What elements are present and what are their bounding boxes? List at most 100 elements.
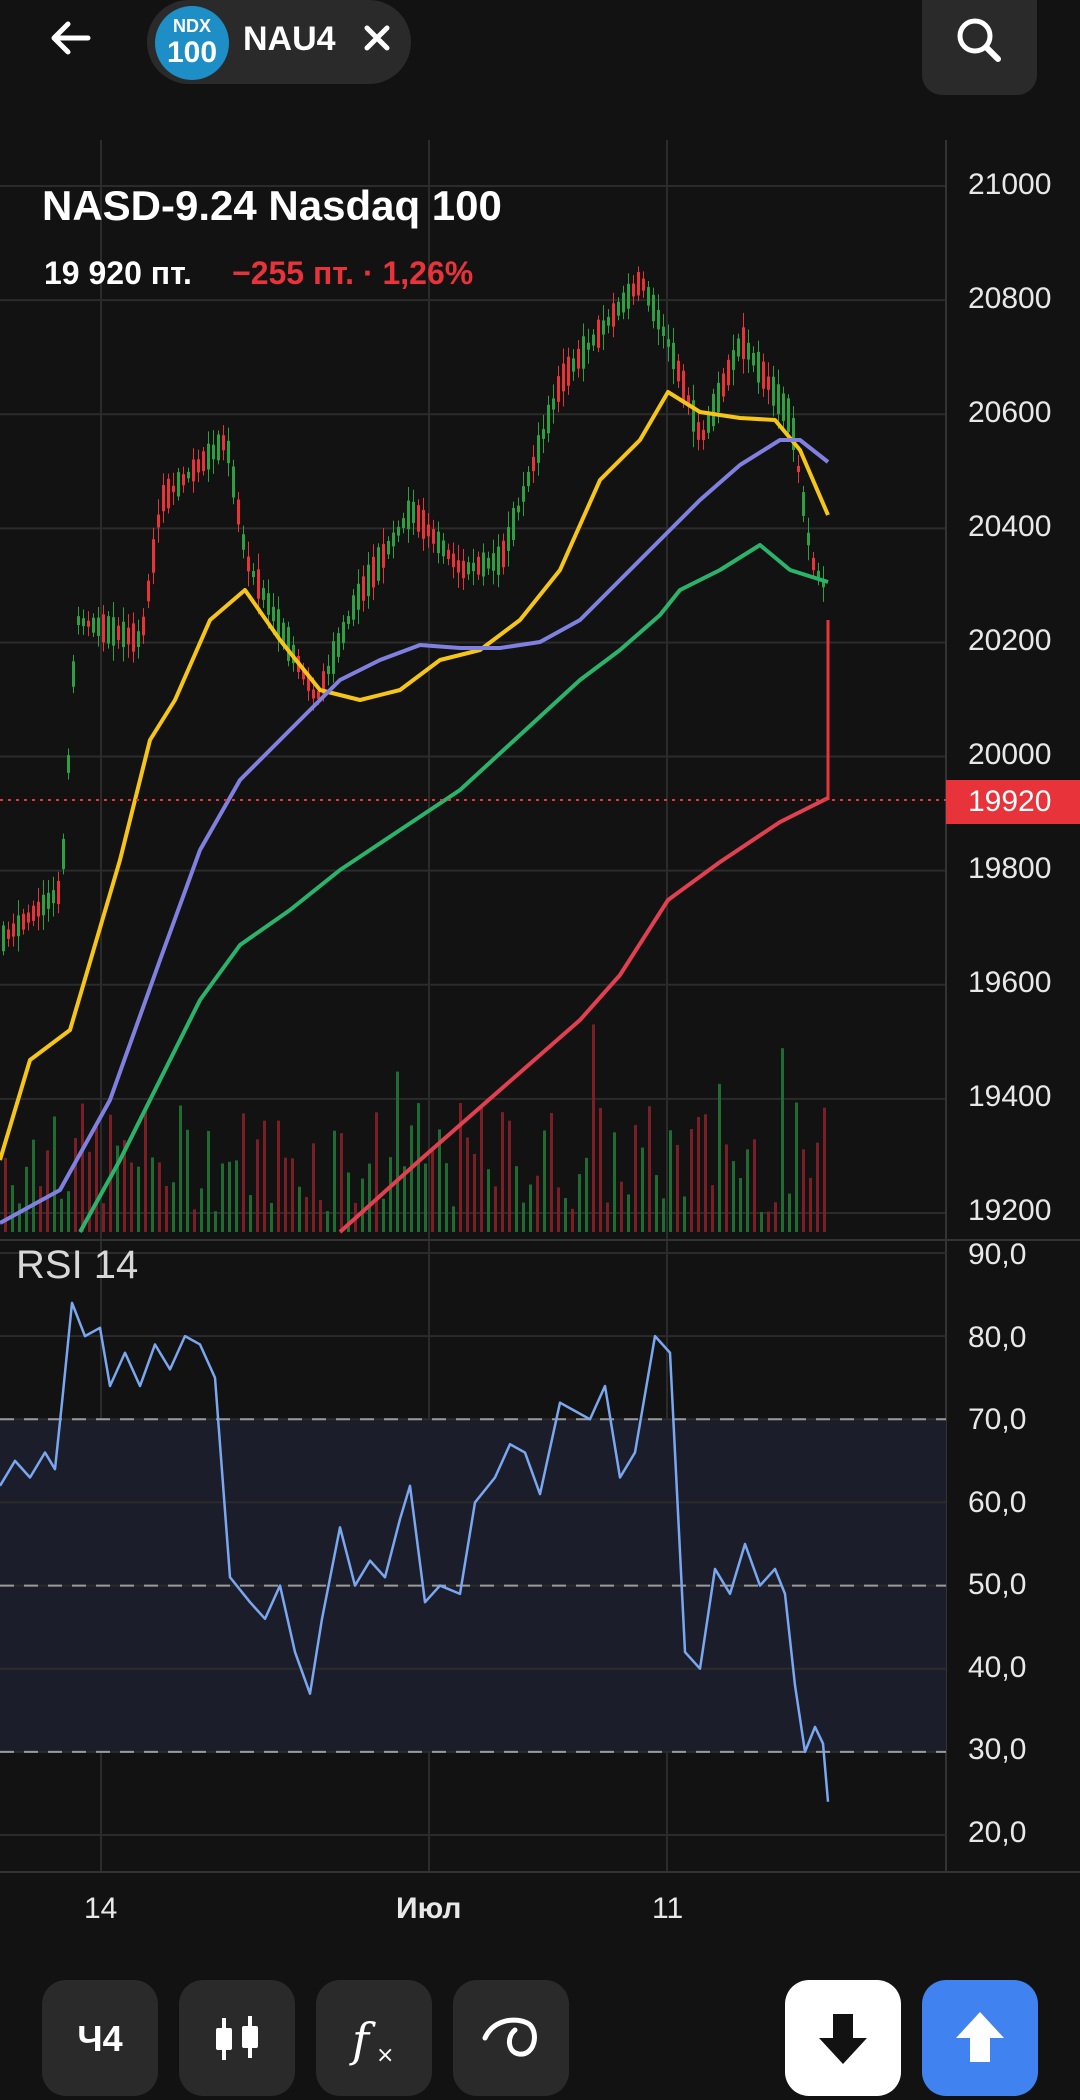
price-axis-label: 19800 (968, 852, 1052, 885)
candle-body (157, 514, 160, 528)
drawing-button[interactable] (453, 1980, 569, 2096)
candle-body (127, 627, 130, 645)
ticker-label: NAU4 (243, 20, 336, 58)
candle-body (207, 443, 210, 470)
volume-bar (305, 1196, 308, 1232)
candle-body (412, 501, 415, 523)
candle-body (482, 552, 485, 577)
candle-body (327, 665, 330, 675)
candle-body (97, 617, 100, 636)
candle-body (227, 440, 230, 464)
ticker-chip[interactable]: NDX 100 NAU4 (147, 0, 411, 84)
candle-body (632, 283, 635, 297)
volume-bar (627, 1194, 630, 1232)
ticker-badge-line1: NDX (172, 16, 211, 36)
volume-bar (480, 1106, 483, 1232)
volume-bar (431, 1150, 434, 1232)
candle-body (397, 526, 400, 536)
time-axis-label: Июл (396, 1892, 462, 1925)
volume-bar (760, 1211, 763, 1232)
candle-body (222, 435, 225, 451)
candle-body (137, 631, 140, 647)
candle-body (547, 404, 550, 434)
candle-body (532, 456, 535, 472)
volume-bar (4, 1158, 7, 1232)
candle-body (697, 422, 700, 440)
candle-body (522, 486, 525, 502)
candle-body (7, 929, 10, 939)
candle-body (627, 283, 630, 309)
candle-body (167, 478, 170, 509)
candle-body (712, 393, 715, 427)
volume-bar (648, 1106, 651, 1232)
price-axis-label: 19200 (968, 1194, 1052, 1227)
candle-body (247, 556, 250, 572)
chart-type-button[interactable] (179, 1980, 295, 2096)
rsi-axis-label: 80,0 (968, 1321, 1027, 1354)
volume-bar (249, 1195, 252, 1232)
volume-bar (270, 1203, 273, 1232)
candle-body (77, 616, 80, 626)
indicators-button[interactable]: f × (316, 1980, 432, 2096)
candle-body (807, 532, 810, 546)
candle-body (537, 435, 540, 463)
candle-body (427, 524, 430, 537)
volume-bar (711, 1185, 714, 1232)
candle-body (132, 623, 135, 652)
volume-bar (494, 1186, 497, 1232)
instrument-change: −255 пт. · 1,26% (232, 255, 474, 291)
candle-body (552, 398, 555, 410)
candle-body (772, 376, 775, 406)
back-button[interactable] (40, 12, 110, 82)
instrument-price: 19 920 пт. (44, 255, 192, 291)
candle-body (257, 569, 260, 599)
candle-body (457, 560, 460, 573)
search-button[interactable] (922, 0, 1037, 95)
candle-body (802, 492, 805, 516)
candle-body (732, 350, 735, 370)
volume-bar (32, 1139, 35, 1232)
chart-area[interactable] (0, 140, 1080, 1880)
buy-button[interactable] (922, 1980, 1038, 2096)
interval-button[interactable]: Ч4 (42, 1980, 158, 2096)
ma-slow-line (78, 543, 829, 1233)
volume-bar (123, 1140, 126, 1232)
chart-canvas[interactable] (0, 140, 1080, 1880)
candle-body (342, 622, 345, 643)
rsi-axis-label: 20,0 (968, 1816, 1027, 1849)
candle-body (662, 326, 665, 336)
volume-bar (333, 1130, 336, 1232)
volume-bar (235, 1160, 238, 1232)
instrument-title: NASD-9.24 Nasdaq 100 (42, 182, 502, 229)
ticker-close-button[interactable] (355, 16, 399, 60)
volume-bar (193, 1209, 196, 1232)
volume-bar (214, 1211, 217, 1232)
volume-bar (39, 1186, 42, 1232)
candle-body (252, 570, 255, 578)
rsi-label: RSI 14 (16, 1243, 139, 1287)
volume-bar (529, 1184, 532, 1232)
time-axis-label: 14 (84, 1892, 118, 1925)
volume-bar (823, 1107, 826, 1232)
candle-body (722, 373, 725, 397)
candle-body (212, 444, 215, 460)
volume-bar (186, 1129, 189, 1232)
volume-bar (102, 1203, 105, 1232)
candle-body (667, 339, 670, 347)
volume-bar (501, 1112, 504, 1232)
volume-bar (207, 1130, 210, 1232)
candle-body (507, 527, 510, 551)
sell-button[interactable] (785, 1980, 901, 2096)
candle-body (562, 363, 565, 392)
candle-body (462, 560, 465, 579)
volume-bar (697, 1116, 700, 1232)
candle-body (782, 393, 785, 421)
candle-body (467, 562, 470, 575)
candle-body (582, 336, 585, 369)
rsi-line (0, 1301, 830, 1802)
candle-body (502, 540, 505, 568)
volume-bar (60, 1198, 63, 1232)
candle-body (517, 505, 520, 513)
candle-body (22, 913, 25, 930)
price-axis-label: 20800 (968, 282, 1052, 315)
